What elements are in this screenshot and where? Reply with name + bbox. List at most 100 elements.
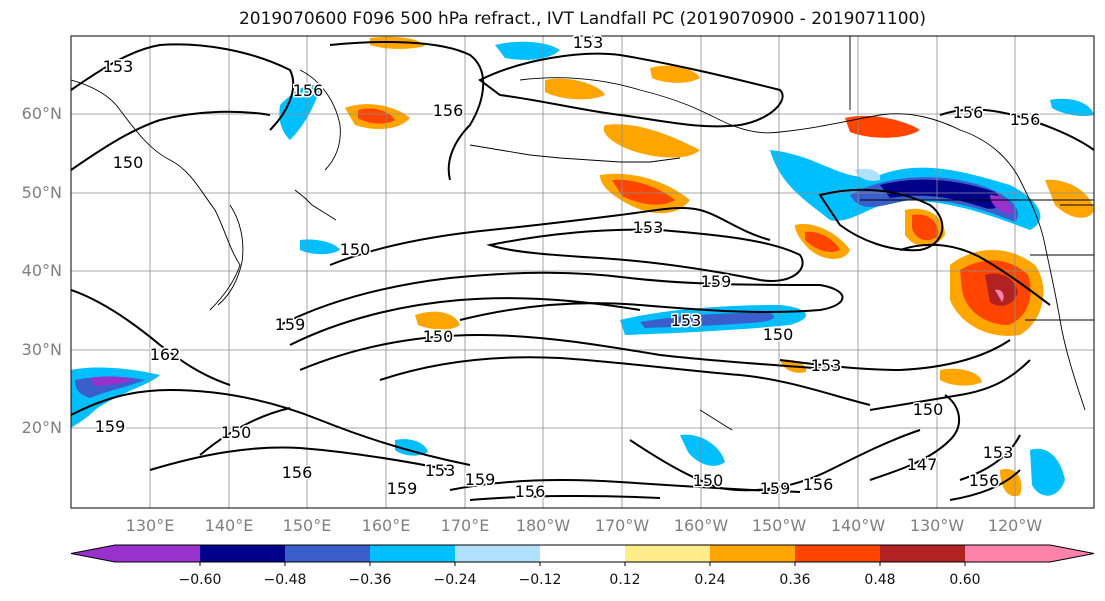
contour-150-e [869, 359, 1031, 411]
contour-label: 159 [760, 479, 791, 498]
coast-kamchatka [299, 69, 341, 171]
colorbar-segment [880, 545, 966, 562]
contour-156-west [71, 110, 271, 171]
contour-153-pac-2 [299, 333, 841, 371]
anomaly-yellow-top [545, 78, 605, 100]
anomaly-orange-southeast [1000, 468, 1022, 497]
anomaly-red-bering [612, 179, 675, 205]
contour-label: 150 [113, 153, 144, 172]
anomaly-blue-hawaii [680, 434, 725, 466]
contour-label: 153 [983, 443, 1014, 462]
contour-label: 156 [293, 81, 324, 100]
lat-label-20n: 20°N [21, 418, 62, 437]
anomaly-red-e-pac [912, 214, 939, 241]
contour-label: 147 [907, 455, 938, 474]
contour-label: 153 [633, 218, 664, 237]
lon-label-160e: 160°E [361, 516, 411, 535]
colorbar-segment [115, 545, 201, 562]
coastlines [71, 36, 1094, 431]
lon-label-140e: 140°E [204, 516, 254, 535]
colorbar-segment [285, 545, 371, 562]
contour-label: 156 [282, 463, 313, 482]
anomaly-blue-north [495, 41, 560, 60]
contour-label: 153 [811, 356, 842, 375]
colorbar-tick-label: −0.12 [518, 572, 562, 588]
lon-label-150w: 150°W [751, 516, 807, 535]
anomaly-blue-japan [300, 239, 340, 255]
contour-label: 156 [1010, 110, 1041, 129]
coast-hawaii [699, 409, 733, 431]
colorbar-tick-label: −0.24 [433, 572, 477, 588]
contour-labels: 153 153 156 156 156 156 150 153 159 159 150 162 153 1… [93, 32, 1042, 503]
contour-label: 159 [465, 470, 496, 489]
contour-153-pac [486, 228, 804, 282]
contour-label: 156 [969, 471, 1000, 490]
anomaly-blue-southeast [1030, 448, 1065, 496]
colorbar-segment [965, 545, 1051, 562]
colorbar-segment [795, 545, 881, 562]
refractivity-contours [71, 41, 1094, 501]
contour-label: 153 [103, 57, 134, 76]
contour-156-se-2 [949, 469, 1021, 501]
graticule [71, 36, 1094, 508]
contour-label: 159 [701, 272, 732, 291]
coast-asia [71, 79, 241, 311]
coast-kuril [294, 189, 337, 221]
anomaly-purple-west-pac [90, 376, 135, 386]
anomaly-pink-pnw [995, 289, 1004, 302]
contour-150-pac-2 [379, 356, 871, 406]
map-frame [70, 35, 1095, 509]
contour-label: 153 [425, 461, 456, 480]
contour-label: 156 [953, 103, 984, 122]
colorbar-tick-label: 0.36 [779, 572, 811, 588]
colorbar-outline [70, 544, 1095, 563]
shaded-anomalies [71, 36, 1094, 497]
anomaly-orange-alaska [845, 115, 920, 138]
colorbar-extend-high [1050, 545, 1094, 562]
contour-label: 150 [763, 325, 794, 344]
lat-label-40n: 40°N [21, 261, 62, 280]
contour-156-pac [289, 297, 641, 346]
contour-label: 150 [221, 423, 252, 442]
lon-label-170w: 170°W [594, 516, 650, 535]
anomaly-orange-yellow-mid [415, 311, 460, 330]
colorbar-extend-low [71, 545, 115, 562]
colorbar-segment [200, 545, 286, 562]
contour-156-e [899, 243, 1051, 306]
contour-label: 159 [387, 479, 418, 498]
map-title: 2019070600 F096 500 hPa refract., IVT La… [238, 9, 926, 29]
anomaly-blue-south [395, 439, 428, 456]
contour-label: 153 [573, 33, 604, 52]
colorbar-segment [540, 545, 626, 562]
anomaly-orange-se-alaska [1045, 179, 1094, 218]
lat-label-50n: 50°N [21, 183, 62, 202]
colorbar-tick-label: 0.48 [864, 572, 896, 588]
contour-156-south [469, 494, 661, 501]
anomaly-orange-north-2 [650, 65, 700, 83]
anomaly-blue-ne-corner [1050, 98, 1094, 117]
colorbar-tick-label: 0.60 [949, 572, 981, 588]
contour-label: 150 [913, 400, 944, 419]
anomaly-darkblue-gulf [880, 179, 1001, 209]
colorbar-tick-label: 0.24 [694, 572, 726, 588]
lon-label-130e: 130°E [125, 516, 175, 535]
contour-label: 156 [803, 475, 834, 494]
contour-gulf-loop [818, 188, 944, 252]
colorbar-tick-label: −0.60 [178, 572, 222, 588]
coast-alaska [519, 77, 1021, 181]
map-panel [71, 36, 1094, 508]
contour-label: 153 [671, 311, 702, 330]
contour-label: 156 [515, 482, 546, 501]
border-states [1025, 254, 1094, 321]
anomaly-orange-se-pac [940, 368, 982, 386]
colorbar-segment [370, 545, 456, 562]
coast-japan [217, 204, 244, 306]
colorbar-segment [625, 545, 711, 562]
contour-159-sw [71, 388, 471, 466]
anomaly-darkred-pnw [985, 273, 1018, 306]
colorbar-segments [70, 544, 1095, 566]
coast-aleutian [469, 144, 681, 163]
contour-156-ne [939, 108, 1094, 151]
